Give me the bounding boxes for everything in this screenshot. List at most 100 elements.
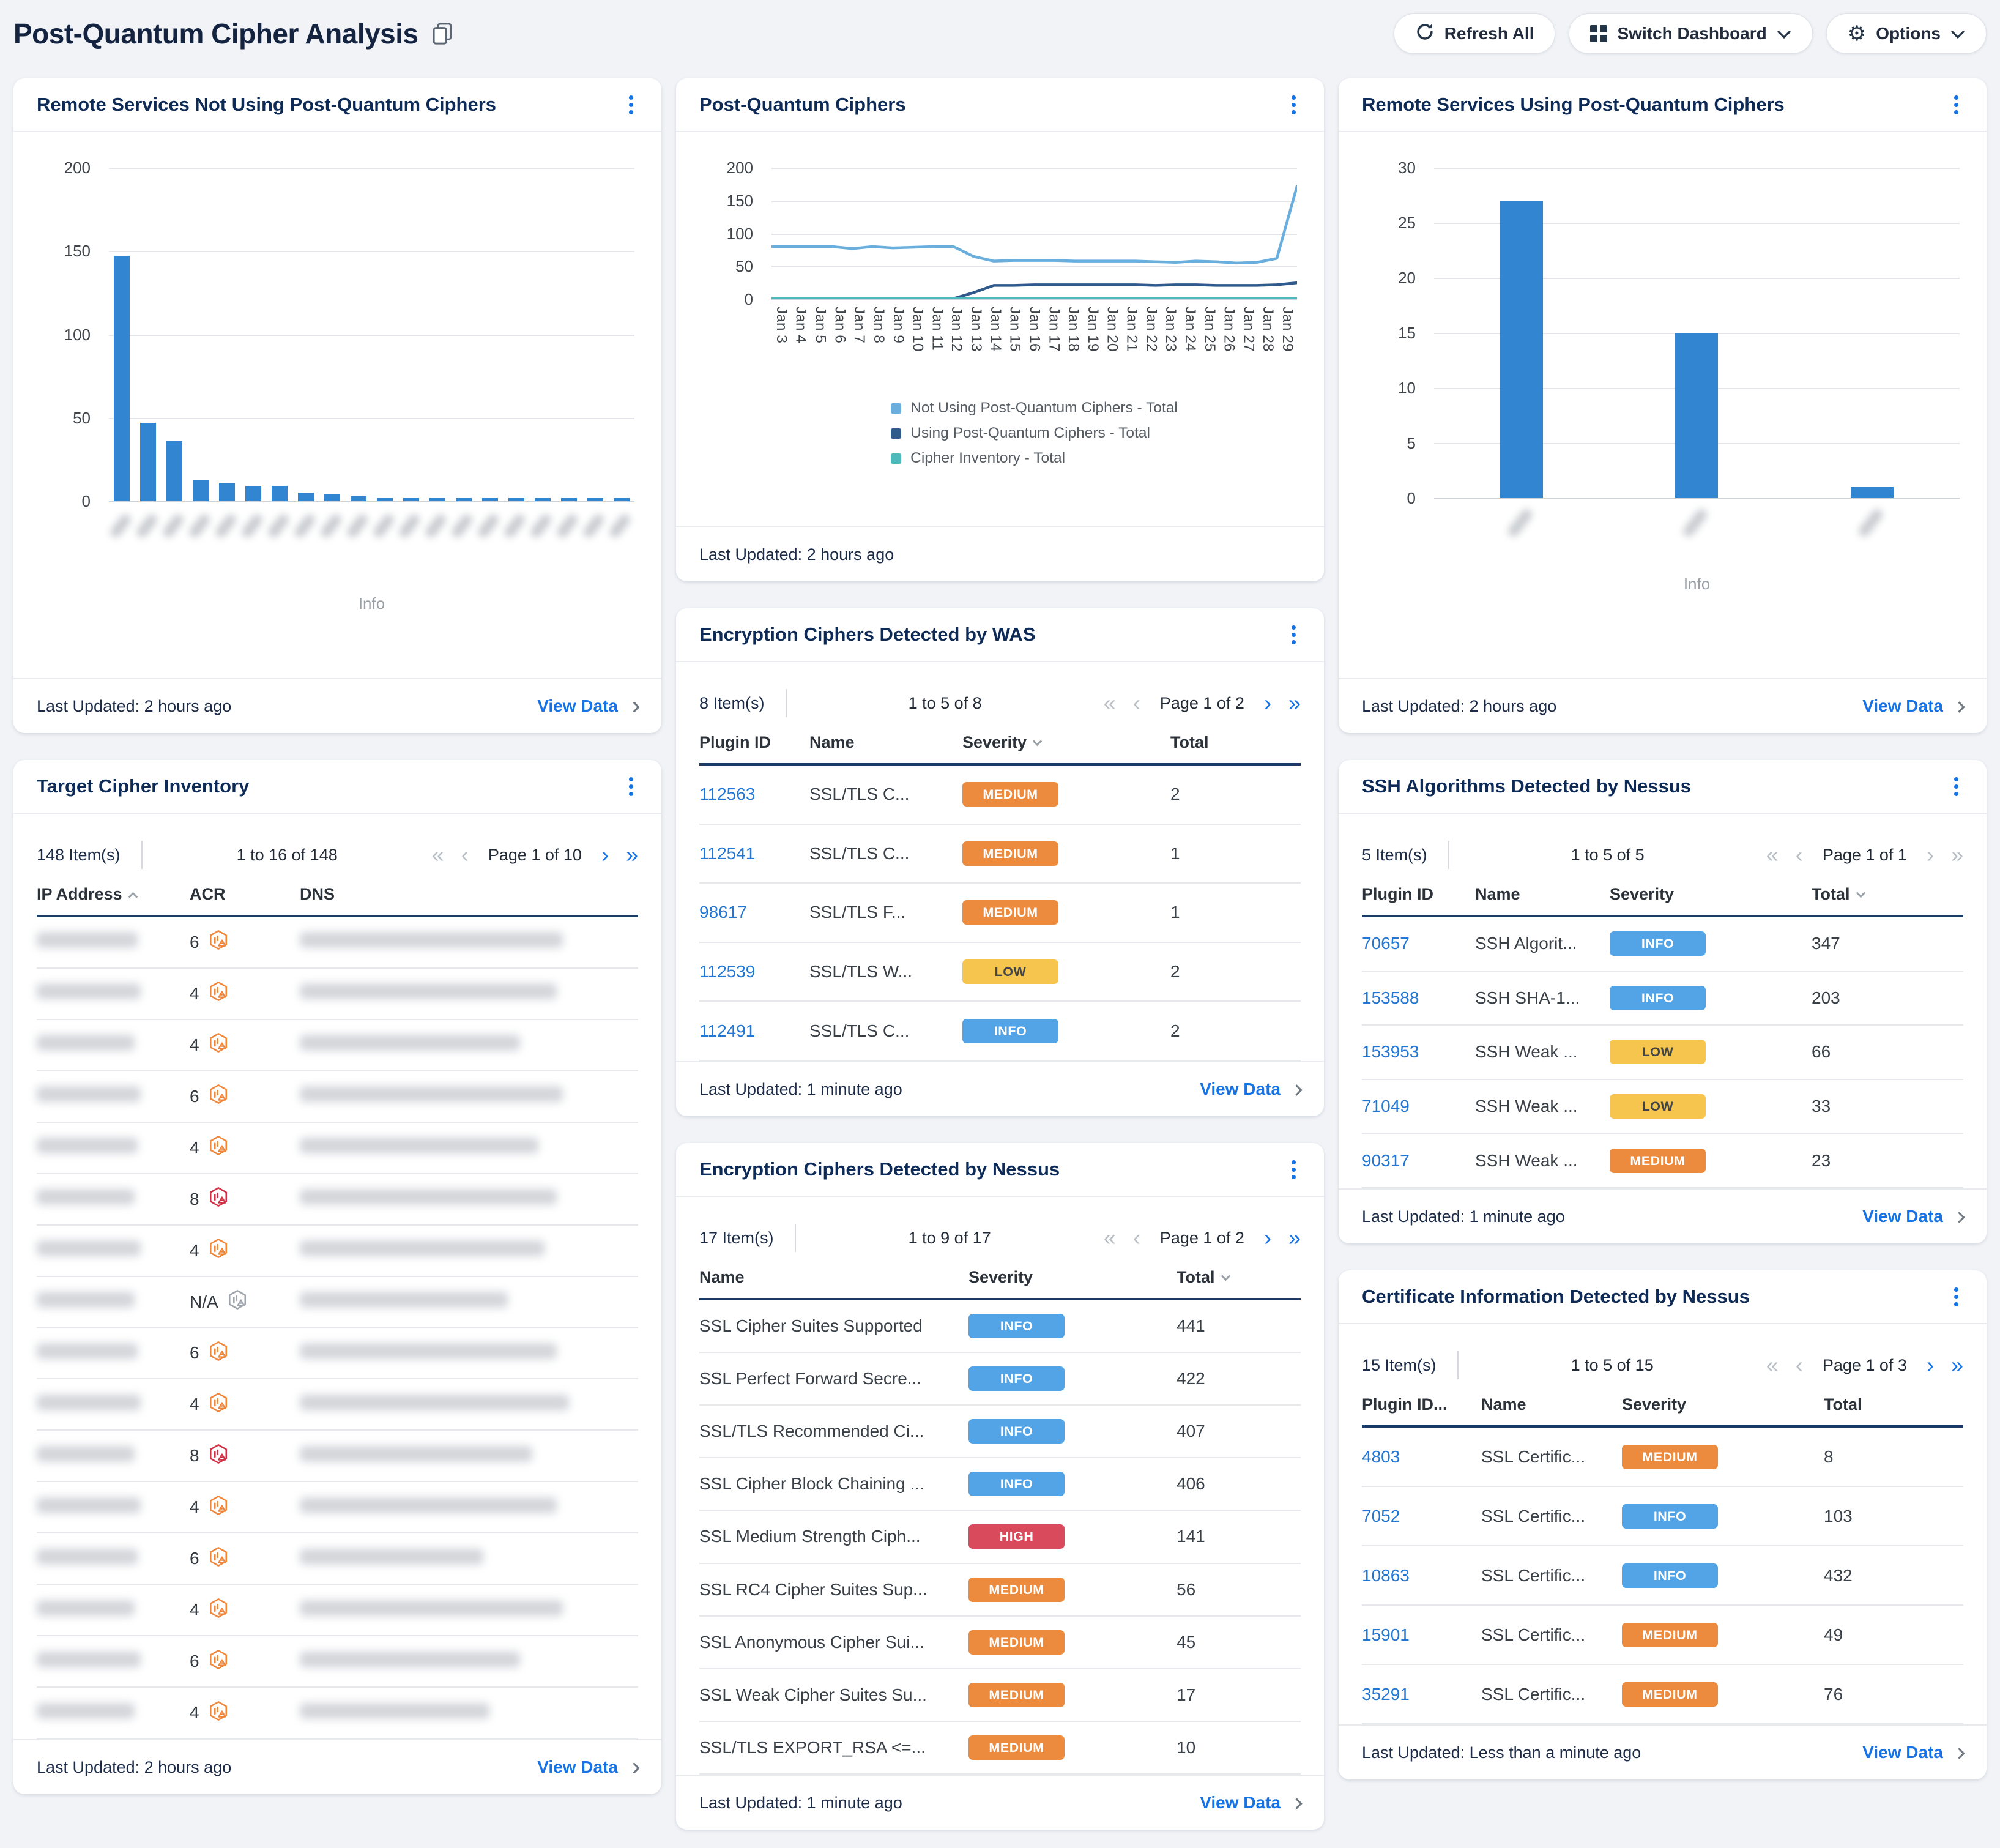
- copy-icon[interactable]: [432, 22, 453, 45]
- view-data-link[interactable]: View Data: [1862, 696, 1963, 716]
- plugin-id-link[interactable]: 15901: [1362, 1625, 1481, 1645]
- plugin-id-link[interactable]: 35291: [1362, 1685, 1481, 1704]
- plugin-id-link[interactable]: 112491: [699, 1021, 809, 1041]
- bar[interactable]: [1500, 201, 1543, 498]
- column-header-plugin-id[interactable]: Plugin ID: [699, 733, 809, 752]
- plugin-id-link[interactable]: 153588: [1362, 988, 1475, 1008]
- next-page-icon[interactable]: ›: [601, 844, 609, 866]
- column-header-severity[interactable]: Severity: [968, 1268, 1177, 1287]
- plugin-id-link[interactable]: 4803: [1362, 1447, 1481, 1467]
- plugin-id-link[interactable]: 71049: [1362, 1097, 1475, 1116]
- view-data-link[interactable]: View Data: [537, 696, 638, 716]
- column-header-dns[interactable]: DNS: [300, 885, 638, 904]
- prev-page-icon[interactable]: ‹: [461, 844, 469, 866]
- last-page-icon[interactable]: »: [1288, 692, 1301, 714]
- first-page-icon[interactable]: «: [1104, 1227, 1116, 1249]
- bar[interactable]: [166, 441, 182, 501]
- bar[interactable]: [403, 498, 419, 501]
- plugin-id-link[interactable]: 112563: [699, 784, 809, 804]
- plugin-id-link[interactable]: 70657: [1362, 934, 1475, 953]
- plugin-id-link[interactable]: 10863: [1362, 1566, 1481, 1585]
- next-page-icon[interactable]: ›: [1927, 844, 1934, 866]
- next-page-icon[interactable]: ›: [1264, 1227, 1271, 1249]
- column-header-severity[interactable]: Severity: [1622, 1395, 1824, 1414]
- page-indicator: Page 1 of 1: [1823, 846, 1907, 865]
- kebab-menu-icon[interactable]: [1949, 772, 1963, 801]
- bar[interactable]: [482, 498, 498, 501]
- column-header-ip[interactable]: IP Address: [37, 885, 190, 904]
- last-page-icon[interactable]: »: [1951, 1354, 1963, 1376]
- bar[interactable]: [456, 498, 472, 501]
- column-header-severity[interactable]: Severity: [962, 733, 1170, 752]
- next-page-icon[interactable]: ›: [1264, 692, 1271, 714]
- bar[interactable]: [535, 498, 551, 501]
- plugin-id-link[interactable]: 90317: [1362, 1151, 1475, 1171]
- kebab-menu-icon[interactable]: [624, 91, 638, 119]
- prev-page-icon[interactable]: ‹: [1796, 1354, 1803, 1376]
- bar[interactable]: [1851, 487, 1894, 498]
- plugin-id-link[interactable]: 112539: [699, 962, 809, 982]
- bar[interactable]: [272, 486, 288, 501]
- last-page-icon[interactable]: »: [1951, 844, 1963, 866]
- view-data-link[interactable]: View Data: [1862, 1743, 1963, 1762]
- bar[interactable]: [561, 498, 577, 501]
- bar[interactable]: [351, 496, 366, 501]
- bar[interactable]: [377, 498, 393, 501]
- view-data-link[interactable]: View Data: [1200, 1079, 1301, 1099]
- kebab-menu-icon[interactable]: [1287, 1155, 1301, 1184]
- column-header-total[interactable]: Total: [1177, 1268, 1301, 1287]
- column-header-name[interactable]: Name: [809, 733, 962, 752]
- first-page-icon[interactable]: «: [1766, 844, 1779, 866]
- plugin-id-link[interactable]: 153953: [1362, 1042, 1475, 1062]
- refresh-all-button[interactable]: Refresh All: [1394, 13, 1556, 54]
- bar[interactable]: [245, 486, 261, 501]
- column-header-total[interactable]: Total: [1170, 733, 1301, 752]
- column-header-name[interactable]: Name: [699, 1268, 968, 1287]
- legend-item[interactable]: Not Using Post-Quantum Ciphers - Total: [891, 400, 1178, 417]
- kebab-menu-icon[interactable]: [1287, 620, 1301, 649]
- kebab-menu-icon[interactable]: [624, 772, 638, 801]
- bar[interactable]: [1675, 333, 1718, 498]
- view-data-link[interactable]: View Data: [1862, 1207, 1963, 1226]
- first-page-icon[interactable]: «: [1766, 1354, 1779, 1376]
- column-header-total[interactable]: Total: [1812, 885, 1963, 904]
- bar[interactable]: [587, 498, 603, 501]
- bar[interactable]: [114, 256, 130, 501]
- column-header-plugin-id[interactable]: Plugin ID: [1362, 885, 1475, 904]
- plugin-id-link[interactable]: 112541: [699, 844, 809, 863]
- bar[interactable]: [193, 480, 209, 501]
- bar[interactable]: [219, 483, 235, 501]
- kebab-menu-icon[interactable]: [1949, 91, 1963, 119]
- column-header-name[interactable]: Name: [1475, 885, 1610, 904]
- bar[interactable]: [614, 498, 630, 501]
- last-page-icon[interactable]: »: [626, 844, 638, 866]
- legend-item[interactable]: Cipher Inventory - Total: [891, 450, 1178, 467]
- column-header-acr[interactable]: ACR: [190, 885, 300, 904]
- kebab-menu-icon[interactable]: [1949, 1283, 1963, 1311]
- column-header-total[interactable]: Total: [1824, 1395, 1963, 1414]
- first-page-icon[interactable]: «: [432, 844, 444, 866]
- options-button[interactable]: ⚙ Options: [1826, 13, 1987, 54]
- switch-dashboard-button[interactable]: Switch Dashboard: [1569, 13, 1812, 54]
- first-page-icon[interactable]: «: [1104, 692, 1116, 714]
- plugin-id-link[interactable]: 98617: [699, 903, 809, 922]
- plugin-id-link[interactable]: 7052: [1362, 1507, 1481, 1526]
- column-header-severity[interactable]: Severity: [1610, 885, 1812, 904]
- prev-page-icon[interactable]: ‹: [1796, 844, 1803, 866]
- column-header-plugin-id[interactable]: Plugin ID...: [1362, 1395, 1481, 1414]
- view-data-link[interactable]: View Data: [537, 1757, 638, 1777]
- bar[interactable]: [140, 423, 156, 501]
- view-data-link[interactable]: View Data: [1200, 1793, 1301, 1813]
- column-header-name[interactable]: Name: [1481, 1395, 1622, 1414]
- bar[interactable]: [429, 498, 445, 501]
- bar[interactable]: [508, 498, 524, 501]
- prev-page-icon[interactable]: ‹: [1133, 692, 1140, 714]
- prev-page-icon[interactable]: ‹: [1133, 1227, 1140, 1249]
- kebab-menu-icon[interactable]: [1287, 91, 1301, 119]
- last-page-icon[interactable]: »: [1288, 1227, 1301, 1249]
- next-page-icon[interactable]: ›: [1927, 1354, 1934, 1376]
- legend-label: Not Using Post-Quantum Ciphers - Total: [910, 400, 1178, 417]
- bar[interactable]: [324, 494, 340, 501]
- bar[interactable]: [298, 493, 314, 501]
- legend-item[interactable]: Using Post-Quantum Ciphers - Total: [891, 425, 1178, 442]
